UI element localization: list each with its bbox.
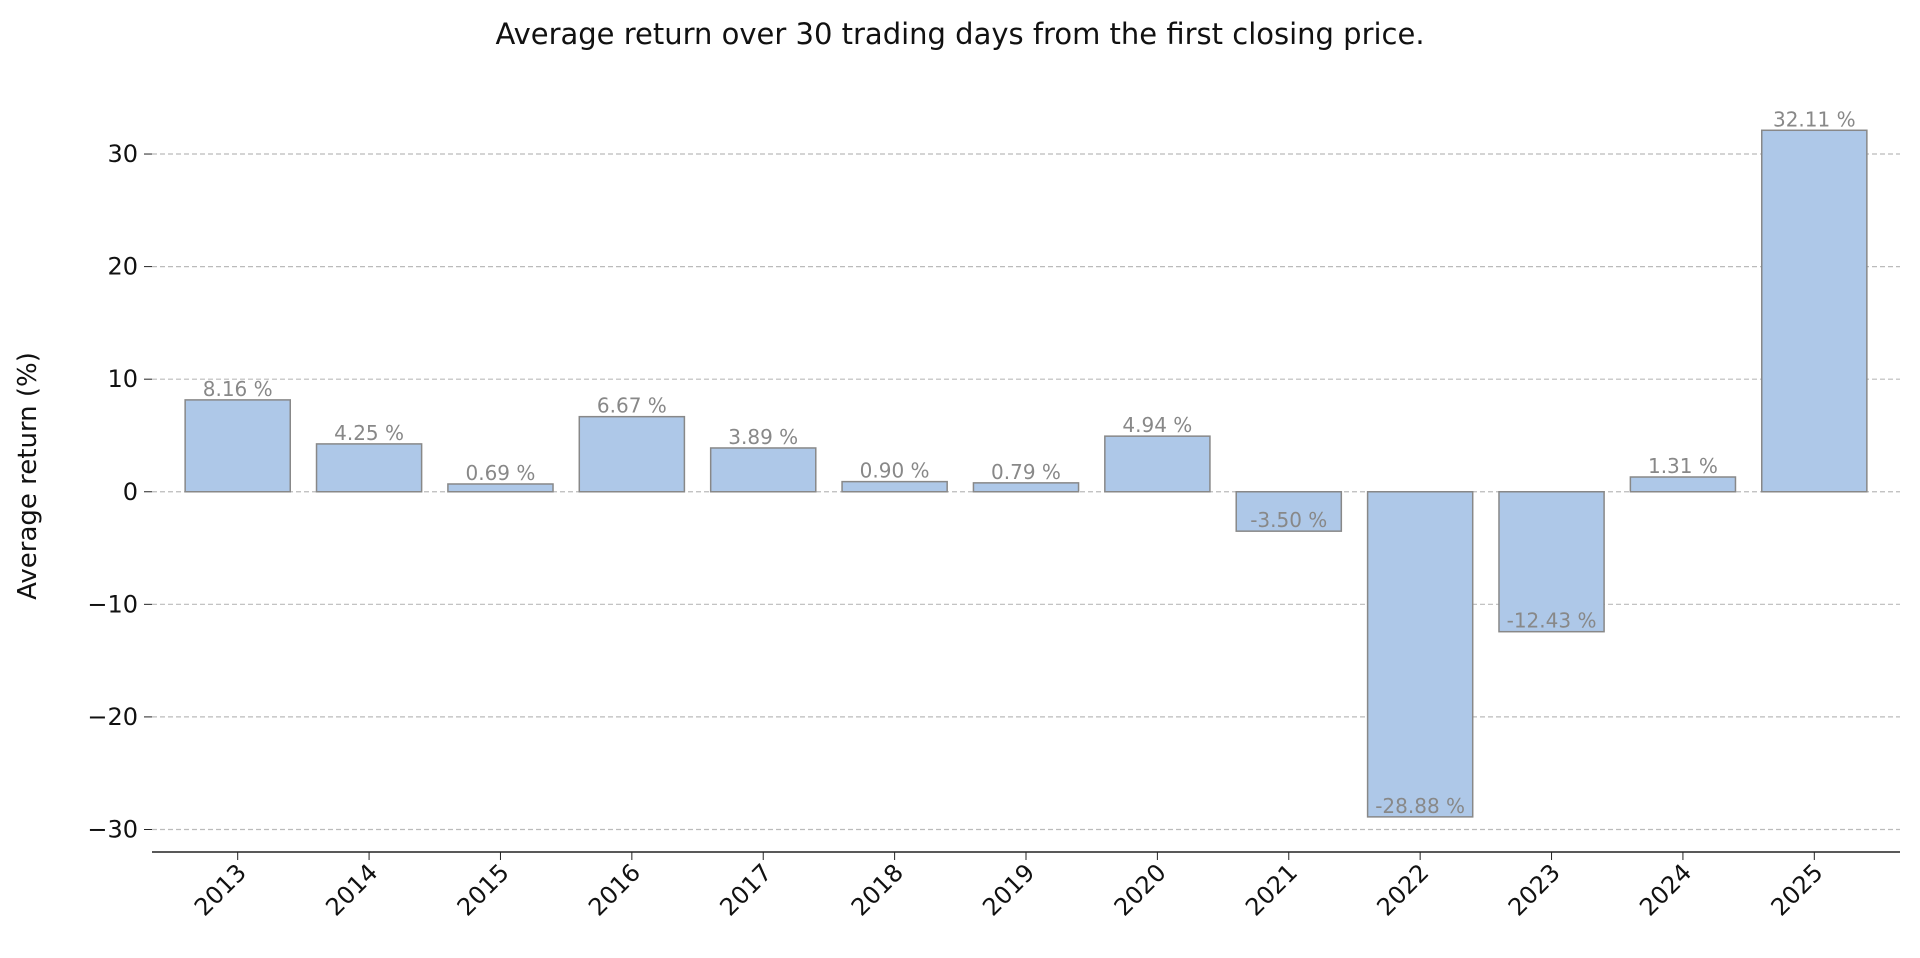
x-tick-label: 2022: [1371, 858, 1434, 921]
x-tick-label: 2018: [846, 858, 909, 921]
value-label: 6.67 %: [597, 394, 667, 418]
value-label: 0.69 %: [466, 461, 536, 485]
y-tick-label: −30: [87, 815, 138, 843]
y-tick-label: 10: [107, 365, 138, 393]
x-tick-label: 2023: [1503, 858, 1566, 921]
x-tick-label: 2013: [189, 858, 252, 921]
value-label: -12.43 %: [1507, 609, 1597, 633]
y-tick-label: −20: [87, 703, 138, 731]
x-tick-label: 2024: [1634, 858, 1697, 921]
bar: [578, 415, 686, 493]
value-label: -3.50 %: [1250, 508, 1327, 532]
bar: [1629, 476, 1737, 493]
bar: [184, 399, 291, 493]
bar: [709, 447, 817, 493]
bar: [1104, 435, 1211, 493]
value-label: 32.11 %: [1773, 107, 1856, 131]
value-label: 8.16 %: [203, 377, 273, 401]
y-tick-label: 30: [107, 140, 138, 168]
value-label: 1.31 %: [1648, 454, 1718, 478]
chart-title: Average return over 30 trading days from…: [495, 17, 1424, 51]
x-tick-label: 2014: [320, 858, 383, 921]
bar: [972, 482, 1080, 493]
y-axis-label: Average return (%): [13, 352, 43, 600]
x-tick-label: 2021: [1240, 858, 1303, 921]
value-label: 3.89 %: [728, 425, 798, 449]
value-label: 4.94 %: [1122, 413, 1192, 437]
y-tick-label: 0: [123, 478, 138, 506]
x-tick-label: 2020: [1109, 858, 1172, 921]
value-label: 4.25 %: [334, 421, 404, 445]
value-label: 0.79 %: [991, 460, 1061, 484]
y-tick-label: 20: [107, 253, 138, 281]
x-tick-label: 2016: [583, 858, 646, 921]
bar: [315, 443, 423, 493]
value-label: -28.88 %: [1375, 794, 1465, 818]
bar: [1761, 129, 1868, 493]
bar: [447, 483, 554, 493]
bar: [841, 480, 948, 493]
x-tick-label: 2019: [977, 858, 1040, 921]
value-label: 0.90 %: [860, 459, 930, 483]
bar: [1366, 491, 1474, 818]
bar: [1235, 491, 1343, 532]
x-tick-label: 2015: [452, 858, 515, 921]
y-tick-label: −10: [87, 590, 138, 618]
x-tick-label: 2025: [1766, 858, 1829, 921]
bar: [1498, 491, 1605, 633]
x-tick-label: 2017: [714, 858, 777, 921]
